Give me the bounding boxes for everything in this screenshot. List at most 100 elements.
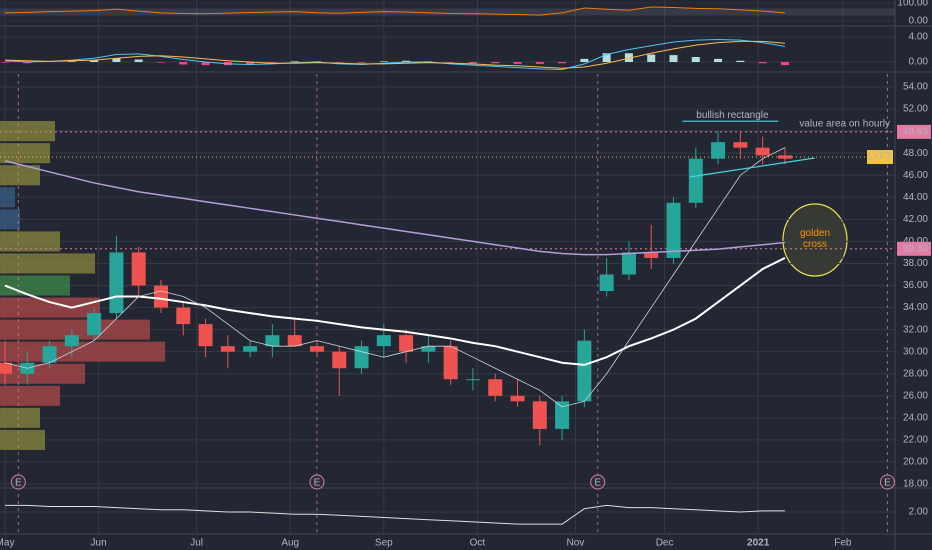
macd-histogram-bar — [669, 55, 678, 62]
candle-body — [421, 346, 436, 352]
macd-histogram-bar — [335, 62, 344, 63]
x-tick-label: Oct — [470, 538, 486, 549]
y-tick-label: 24.00 — [903, 412, 928, 423]
volume-profile-bar — [0, 231, 60, 252]
y-tick-label: 48.00 — [903, 148, 928, 159]
candle-body — [220, 346, 235, 352]
volume-profile-bar — [0, 209, 20, 230]
macd-histogram-bar — [535, 62, 544, 64]
candle-body — [176, 307, 191, 325]
signal-line — [4, 40, 785, 69]
y-tick-label: 52.00 — [903, 104, 928, 115]
volume-profile-bar — [0, 319, 150, 340]
candle-body — [555, 401, 570, 429]
y-tick-label: 34.00 — [903, 302, 928, 313]
volume-profile-bar — [0, 363, 85, 384]
candle-body — [577, 340, 592, 402]
volume-profile-bar — [0, 275, 70, 296]
level-label-box — [897, 241, 931, 256]
y-tick-label: 30.00 — [903, 346, 928, 357]
annotation: bullish rectangle — [696, 110, 769, 121]
macd-histogram-bar — [357, 62, 366, 63]
candle-body — [666, 202, 681, 258]
earnings-label: E — [594, 478, 601, 489]
candle-body — [198, 324, 213, 347]
y-tick-label: 46.00 — [903, 170, 928, 181]
y-tick-label: 22.00 — [903, 435, 928, 446]
volume-profile-bar — [0, 253, 95, 274]
candle-body — [243, 346, 258, 352]
y-tick-label: 18.00 — [903, 479, 928, 490]
macd-histogram-bar — [112, 58, 121, 62]
macd-histogram-bar — [580, 58, 589, 62]
candle-body — [309, 346, 324, 352]
macd-histogram-bar — [446, 62, 455, 63]
y-tick-label: 20.00 — [903, 457, 928, 468]
macd-histogram-bar — [736, 60, 745, 62]
candle-body — [644, 252, 659, 258]
trendline — [689, 157, 815, 178]
macd-histogram-bar — [602, 53, 611, 62]
earnings-label: E — [15, 478, 22, 489]
y-tick-label: 2.00 — [909, 507, 929, 518]
candle-body — [109, 252, 124, 314]
candle-body — [87, 313, 102, 336]
y-tick-label: 26.00 — [903, 390, 928, 401]
y-tick-label: 38.00 — [903, 258, 928, 269]
macd-histogram-bar — [201, 62, 210, 66]
volume-profile-bar — [0, 429, 45, 450]
volume-profile-bar — [0, 143, 50, 164]
earnings-marker — [10, 474, 26, 490]
candle-body — [711, 142, 726, 159]
moving-average — [4, 147, 786, 408]
macd-histogram-bar — [290, 61, 299, 62]
y-tick-label: 100.00 — [897, 0, 928, 9]
y-tick-label: 32.00 — [903, 324, 928, 335]
candle-body — [399, 335, 414, 352]
macd-histogram-bar — [179, 62, 188, 65]
candle-body — [131, 252, 146, 286]
y-tick-label: 0.00 — [909, 57, 929, 68]
macd-histogram-bar — [647, 54, 656, 62]
y-tick-label: 0.00 — [909, 16, 929, 27]
candle-body — [376, 335, 391, 347]
moving-average — [4, 257, 786, 366]
earnings-label: E — [314, 478, 321, 489]
x-tick-label: Dec — [656, 538, 674, 549]
symbol-box — [867, 150, 893, 165]
candle-body — [153, 285, 168, 308]
macd-histogram-bar — [714, 58, 723, 62]
macd-histogram-bar — [0, 62, 9, 63]
candle-body — [42, 346, 57, 363]
candle-body — [755, 147, 770, 156]
y-tick-label: 40.00 — [903, 236, 928, 247]
y-tick-label: 44.00 — [903, 192, 928, 203]
x-tick-label: Aug — [281, 538, 299, 549]
candle-body — [0, 362, 12, 374]
macd-histogram-bar — [780, 62, 789, 66]
macd-histogram-bar — [23, 62, 32, 64]
x-tick-label: Feb — [834, 538, 852, 549]
volume-profile-bar — [0, 341, 165, 362]
candle-body — [332, 351, 347, 369]
volume-profile-bar — [0, 121, 55, 142]
lower-indicator-line — [4, 504, 785, 525]
y-tick-label: 42.00 — [903, 214, 928, 225]
symbol-label: LYFT — [868, 152, 892, 163]
moving-average — [4, 160, 785, 256]
macd-histogram-bar — [513, 62, 522, 64]
macd-histogram-bar — [691, 57, 700, 62]
candle-body — [64, 335, 79, 347]
macd-histogram-bar — [758, 62, 767, 64]
rsi-line — [4, 6, 785, 16]
macd-histogram-bar — [90, 60, 99, 62]
macd-histogram-bar — [468, 62, 477, 64]
rsi-band — [0, 8, 895, 16]
candle-body — [621, 252, 636, 275]
macd-histogram-bar — [246, 62, 255, 65]
volume-profile-bar — [0, 297, 100, 318]
y-tick-label: 28.00 — [903, 368, 928, 379]
